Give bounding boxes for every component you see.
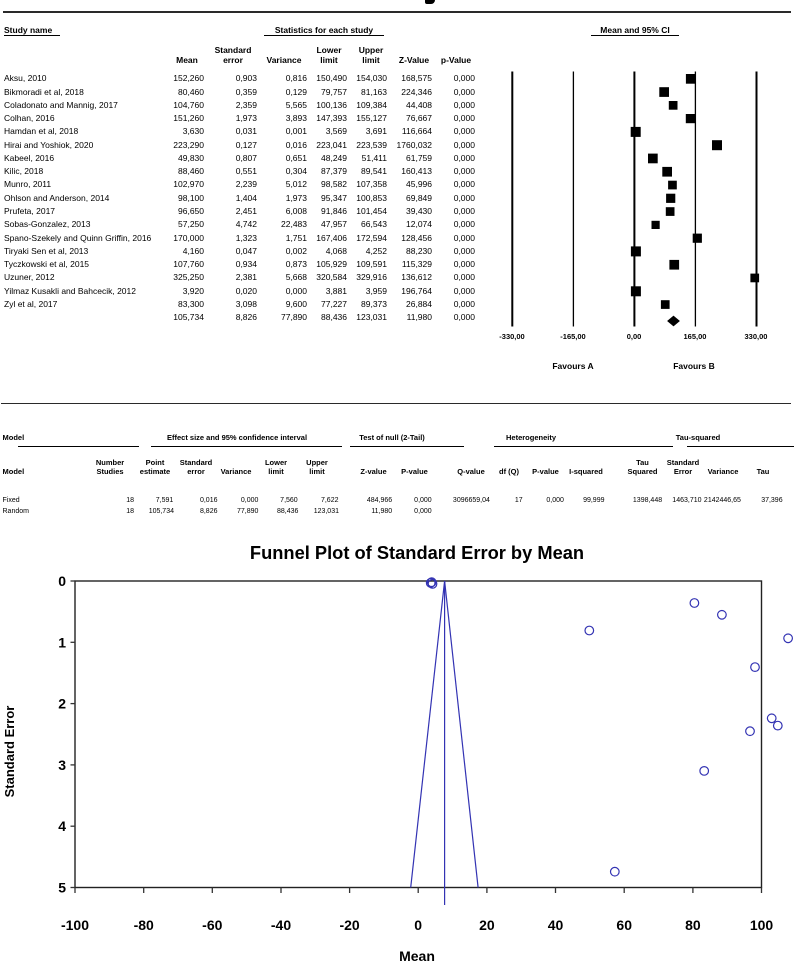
svg-text:Funnel Plot of Standard Error: Funnel Plot of Standard Error by Mean (250, 542, 584, 563)
svg-text:1: 1 (58, 634, 66, 650)
svg-text:20: 20 (479, 917, 495, 933)
svg-text:-40: -40 (271, 917, 291, 933)
svg-text:Mean: Mean (399, 948, 435, 964)
svg-text:60: 60 (616, 917, 632, 933)
svg-text:-60: -60 (202, 917, 222, 933)
svg-text:100: 100 (750, 917, 774, 933)
svg-text:4: 4 (58, 818, 66, 834)
svg-text:-20: -20 (339, 917, 359, 933)
svg-text:-100: -100 (61, 917, 89, 933)
svg-text:0: 0 (414, 917, 422, 933)
svg-text:40: 40 (548, 917, 564, 933)
svg-text:80: 80 (685, 917, 701, 933)
svg-text:2: 2 (58, 696, 66, 712)
svg-text:3: 3 (58, 757, 66, 773)
svg-text:Standard Error: Standard Error (2, 706, 17, 798)
svg-text:0: 0 (58, 573, 66, 589)
svg-text:5: 5 (58, 880, 66, 896)
svg-text:-80: -80 (134, 917, 154, 933)
